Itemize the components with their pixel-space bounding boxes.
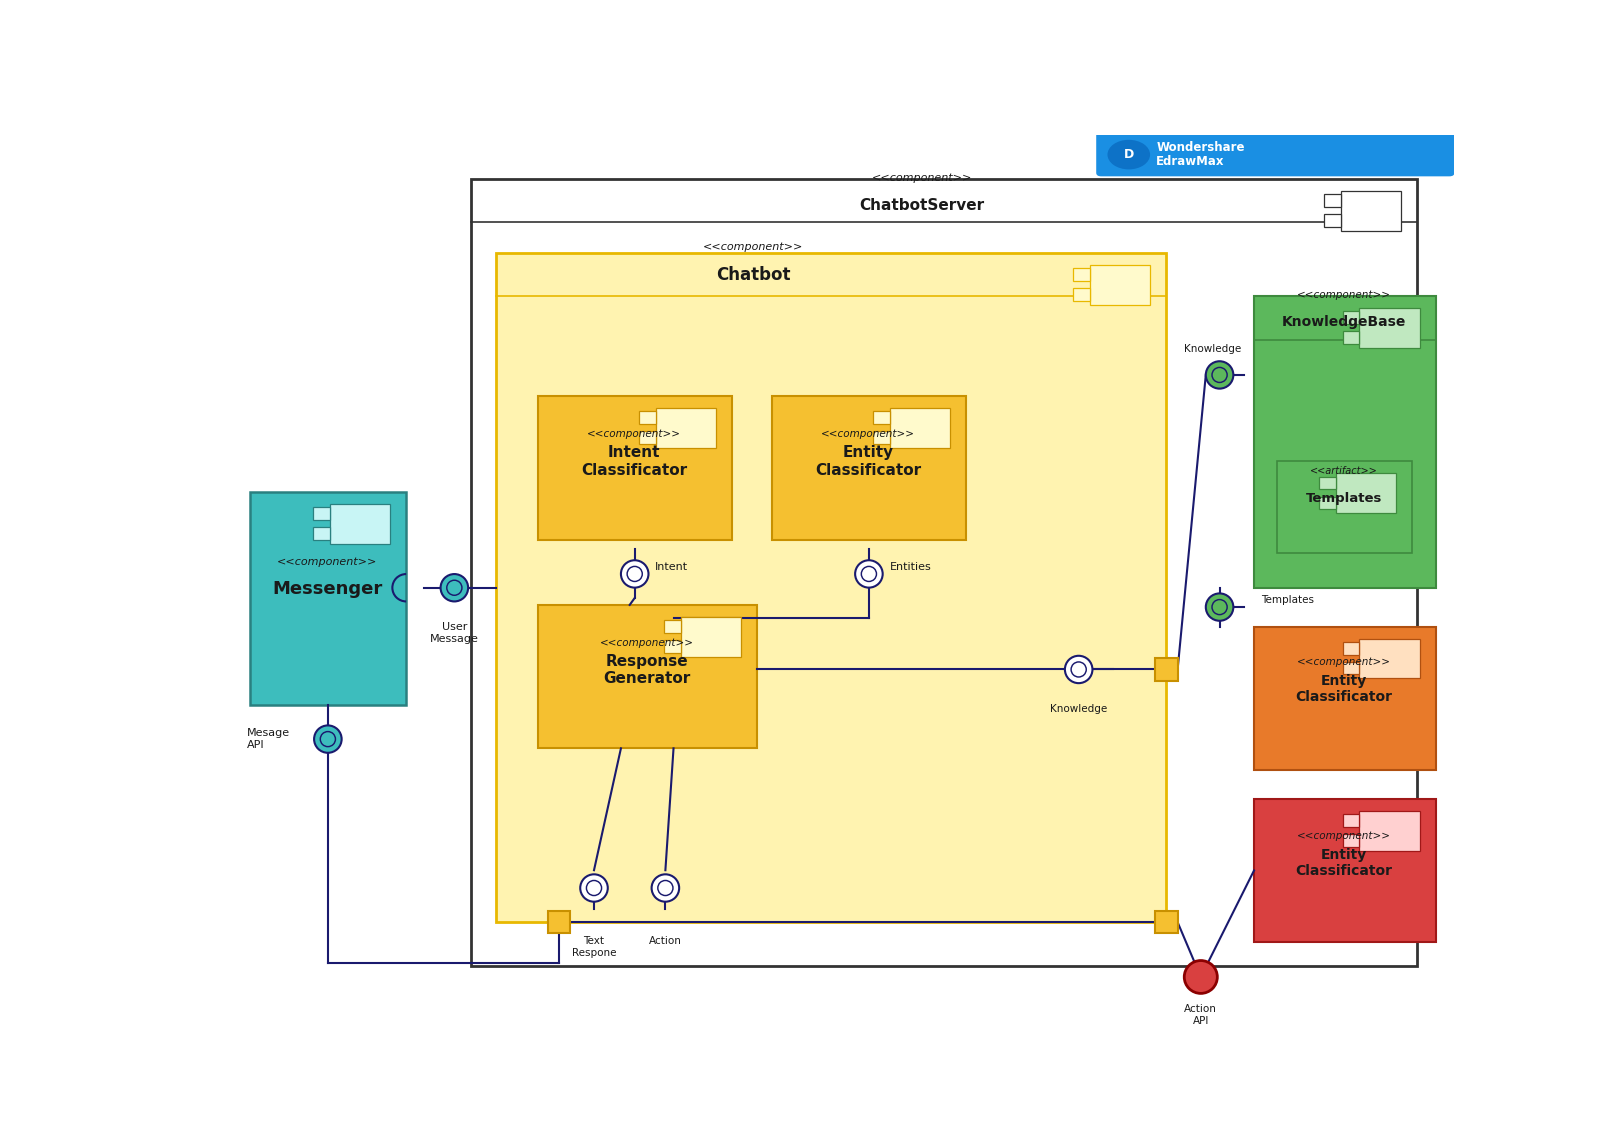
FancyBboxPatch shape (890, 409, 950, 448)
Ellipse shape (1212, 599, 1227, 614)
FancyBboxPatch shape (873, 431, 890, 444)
Text: <<component>>: <<component>> (873, 173, 973, 183)
Text: Intent: Intent (656, 562, 688, 572)
Ellipse shape (658, 881, 672, 895)
Ellipse shape (441, 574, 469, 602)
FancyBboxPatch shape (1343, 834, 1359, 847)
Text: <<component>>: <<component>> (703, 243, 803, 252)
Text: Action
API: Action API (1185, 1005, 1217, 1026)
Text: KnowledgeBase: KnowledgeBase (1281, 315, 1406, 330)
FancyBboxPatch shape (1254, 627, 1435, 770)
Text: Messenger: Messenger (271, 580, 383, 598)
FancyBboxPatch shape (548, 911, 570, 934)
Ellipse shape (580, 874, 608, 902)
FancyBboxPatch shape (314, 507, 330, 519)
FancyBboxPatch shape (1336, 473, 1396, 514)
Ellipse shape (1065, 656, 1092, 683)
Text: <<component>>: <<component>> (276, 557, 378, 567)
Text: Entities: Entities (889, 562, 931, 572)
Text: Entity
Classificator: Entity Classificator (1296, 674, 1393, 704)
Ellipse shape (1185, 961, 1217, 994)
FancyBboxPatch shape (1343, 331, 1359, 344)
Text: Chatbot: Chatbot (716, 265, 790, 283)
Text: Entity
Classificator: Entity Classificator (814, 445, 921, 478)
Text: <<artifact>>: <<artifact>> (1311, 466, 1378, 476)
Text: Response
Generator: Response Generator (603, 654, 690, 686)
Text: <<component>>: <<component>> (821, 429, 915, 439)
FancyBboxPatch shape (1096, 132, 1454, 176)
FancyBboxPatch shape (249, 492, 406, 704)
FancyBboxPatch shape (873, 411, 890, 425)
FancyBboxPatch shape (538, 605, 756, 749)
Ellipse shape (855, 560, 882, 587)
FancyBboxPatch shape (664, 640, 680, 653)
FancyBboxPatch shape (664, 620, 680, 632)
FancyBboxPatch shape (1155, 658, 1178, 681)
Text: Action: Action (650, 936, 682, 946)
Text: Entity
Classificator: Entity Classificator (1296, 848, 1393, 878)
FancyBboxPatch shape (680, 616, 740, 657)
FancyBboxPatch shape (330, 504, 389, 544)
FancyBboxPatch shape (1359, 308, 1419, 348)
Ellipse shape (446, 580, 462, 595)
FancyBboxPatch shape (1254, 296, 1435, 587)
FancyBboxPatch shape (1073, 288, 1091, 300)
Ellipse shape (314, 726, 341, 753)
Text: <<component>>: <<component>> (1298, 290, 1391, 300)
FancyBboxPatch shape (314, 527, 330, 540)
Text: Mesage
API: Mesage API (247, 728, 289, 750)
Text: EdrawMax: EdrawMax (1157, 155, 1225, 168)
FancyBboxPatch shape (1091, 265, 1151, 305)
FancyBboxPatch shape (638, 431, 656, 444)
Ellipse shape (587, 881, 601, 895)
Ellipse shape (1206, 361, 1233, 388)
FancyBboxPatch shape (1359, 639, 1419, 679)
Text: Knowledge: Knowledge (1050, 703, 1107, 714)
FancyBboxPatch shape (1277, 462, 1412, 553)
FancyBboxPatch shape (656, 409, 716, 448)
Text: D: D (1123, 148, 1134, 161)
Circle shape (1107, 140, 1151, 169)
Ellipse shape (320, 732, 336, 746)
Text: <<component>>: <<component>> (600, 638, 693, 648)
Text: Templates: Templates (1306, 492, 1382, 506)
Ellipse shape (1212, 367, 1227, 383)
Text: User
Message: User Message (430, 622, 478, 644)
FancyBboxPatch shape (1359, 811, 1419, 850)
FancyBboxPatch shape (538, 396, 732, 540)
FancyBboxPatch shape (1341, 191, 1401, 230)
Text: Text
Respone: Text Respone (572, 936, 616, 957)
FancyBboxPatch shape (1343, 641, 1359, 655)
Text: Knowledge: Knowledge (1185, 344, 1241, 355)
Ellipse shape (1206, 594, 1233, 621)
FancyBboxPatch shape (496, 253, 1167, 922)
FancyBboxPatch shape (1324, 194, 1341, 207)
FancyBboxPatch shape (1324, 215, 1341, 227)
FancyBboxPatch shape (1319, 497, 1336, 509)
Text: <<component>>: <<component>> (587, 429, 680, 439)
FancyBboxPatch shape (1343, 662, 1359, 674)
Text: Intent
Classificator: Intent Classificator (582, 445, 687, 478)
FancyBboxPatch shape (638, 411, 656, 425)
Text: Templates: Templates (1260, 595, 1314, 605)
FancyBboxPatch shape (472, 178, 1417, 965)
FancyBboxPatch shape (1343, 312, 1359, 324)
FancyBboxPatch shape (772, 396, 966, 540)
FancyBboxPatch shape (1319, 476, 1336, 489)
FancyBboxPatch shape (1254, 799, 1435, 943)
Ellipse shape (651, 874, 679, 902)
Text: Wondershare: Wondershare (1157, 141, 1244, 155)
Ellipse shape (627, 567, 642, 581)
Text: <<component>>: <<component>> (1298, 831, 1391, 841)
FancyBboxPatch shape (1073, 268, 1091, 281)
Ellipse shape (621, 560, 648, 587)
FancyBboxPatch shape (1155, 911, 1178, 934)
Ellipse shape (861, 567, 876, 581)
Text: ChatbotServer: ChatbotServer (860, 198, 984, 212)
Text: <<component>>: <<component>> (1298, 657, 1391, 667)
Ellipse shape (1071, 662, 1086, 677)
FancyBboxPatch shape (1343, 814, 1359, 826)
